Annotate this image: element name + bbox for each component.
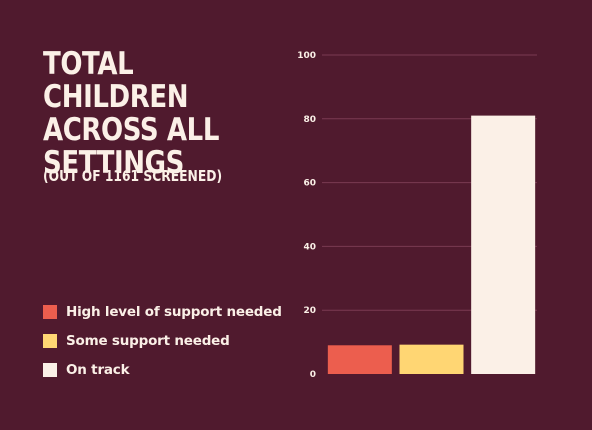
y-tick-label: 20 — [303, 306, 316, 316]
legend-swatch — [43, 305, 57, 319]
bar-2 — [471, 115, 536, 375]
chart-subtitle: (Out of 1161 screened) — [43, 167, 223, 185]
legend-label: High level of support needed — [66, 304, 282, 320]
legend-item-some-support: Some support needed — [43, 332, 282, 350]
chart-title: Total children across all settings — [43, 46, 220, 181]
y-tick-label: 0 — [310, 370, 316, 380]
y-tick-label: 100 — [297, 51, 316, 61]
bar-0 — [327, 345, 392, 374]
legend-label: Some support needed — [66, 333, 230, 349]
legend-swatch — [43, 363, 57, 377]
bar-1 — [399, 344, 464, 374]
legend: High level of support needed Some suppor… — [43, 303, 282, 390]
legend-swatch — [43, 334, 57, 348]
legend-item-on-track: On track — [43, 361, 282, 379]
y-tick-label: 40 — [303, 242, 316, 252]
legend-item-high-support: High level of support needed — [43, 303, 282, 321]
y-tick-label: 60 — [303, 179, 316, 189]
y-tick-label: 80 — [303, 115, 316, 125]
legend-label: On track — [66, 362, 130, 378]
